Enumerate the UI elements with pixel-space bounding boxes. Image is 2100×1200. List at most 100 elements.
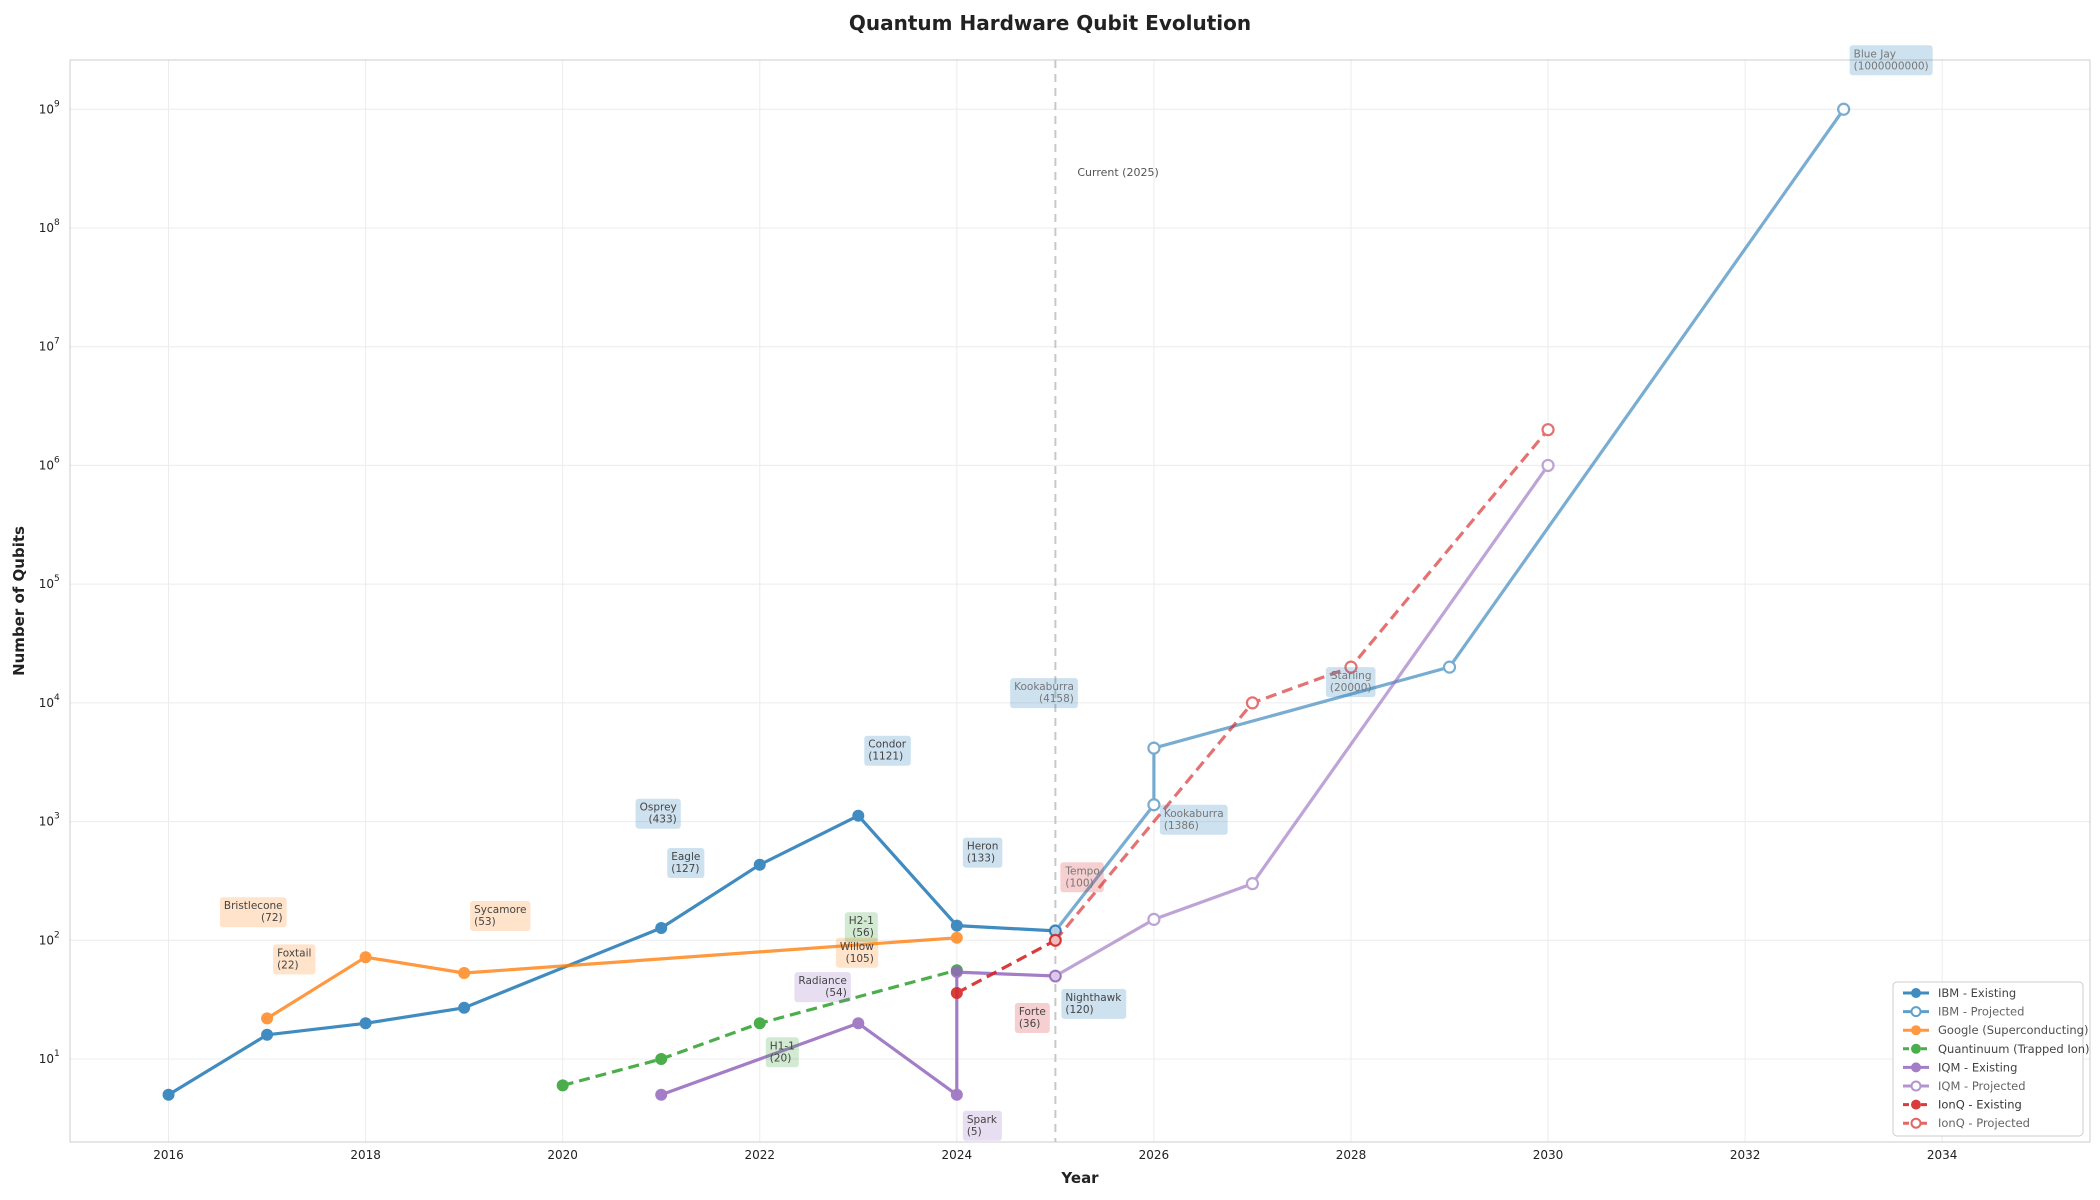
annotation-text: Sycamore (53)	[474, 904, 526, 928]
annotation-text: Nighthawk (120)	[1065, 992, 1122, 1016]
series-iqm-projected	[1048, 458, 1555, 983]
annotation-eagle: Eagle (127)	[667, 847, 705, 878]
annotation-value: (56)	[852, 927, 874, 939]
annotation-value: (1121)	[868, 751, 903, 763]
annotation-h2-1: H2-1 (56)	[844, 912, 878, 943]
annotation-box	[794, 972, 851, 1003]
current-year-marker: Current (2025)	[1054, 60, 1159, 1142]
legend-label: IQM - Projected	[1938, 1079, 2026, 1093]
series-line	[1054, 464, 1550, 978]
annotation-name: Starling	[1331, 670, 1372, 682]
y-tick-label: 10 1	[39, 1049, 60, 1066]
annotation-value: (53)	[474, 916, 496, 928]
data-point	[261, 1012, 274, 1025]
legend-label: IonQ - Projected	[1938, 1116, 2030, 1130]
y-tick-exponent: 7	[54, 337, 60, 347]
annotation-tempo: Tempo (100)	[1060, 862, 1104, 893]
annotation-name: H2-1	[849, 915, 874, 927]
plot-frame	[69, 59, 2091, 1143]
legend-item-ionq-existing: IonQ - Existing	[1903, 1098, 2022, 1112]
legend-label: Quantinuum (Trapped Ion)	[1938, 1042, 2090, 1056]
data-point	[950, 1088, 963, 1101]
y-tick-label: 10 5	[39, 574, 60, 591]
annotation-text: Condor (1121)	[868, 739, 906, 763]
y-tick-label: 10 6	[39, 455, 60, 472]
annotation-text: Bristlecone (72)	[224, 900, 283, 924]
y-tick-base: 10	[39, 577, 54, 591]
legend-label: IBM - Projected	[1938, 1005, 2024, 1019]
legend-swatch-marker	[1911, 1062, 1921, 1073]
legend-swatch-marker	[1911, 1025, 1921, 1036]
data-point	[950, 919, 963, 932]
y-tick-base: 10	[39, 933, 54, 947]
annotation-box	[635, 798, 681, 829]
data-point	[359, 1017, 372, 1030]
legend-swatch-marker	[1911, 988, 1921, 998]
chart-title: Quantum Hardware Qubit Evolution	[849, 11, 1251, 35]
data-point	[1541, 458, 1555, 473]
data-point	[1245, 877, 1260, 891]
annotation-h1-1: H1-1 (20)	[765, 1037, 799, 1068]
annotation-box	[1159, 804, 1228, 835]
y-tick-exponent: 9	[54, 99, 60, 109]
data-annotations: Blue Jay (1000000000) Kookaburra (4158) Star…	[219, 45, 1933, 1141]
data-point	[1048, 969, 1062, 983]
x-axis-label: Year	[1060, 1169, 1099, 1187]
y-tick-exponent: 6	[54, 455, 60, 465]
y-tick-exponent: 3	[54, 812, 60, 822]
annotation-name: Nighthawk	[1065, 992, 1122, 1004]
legend: IBM - Existing IBM - Projected Google (Sup…	[1892, 981, 2090, 1137]
data-point	[753, 1017, 766, 1030]
y-tick-label: 10 7	[39, 337, 60, 354]
data-point	[458, 967, 471, 980]
y-axis-label: Number of Qubits	[10, 526, 28, 676]
grid	[70, 60, 2090, 1142]
annotation-text: Willow (105)	[840, 941, 874, 965]
x-tick-label: 2022	[744, 1148, 775, 1162]
annotation-text: Starling (20000)	[1330, 670, 1372, 694]
y-tick-exponent: 5	[54, 574, 60, 584]
annotation-value: (127)	[671, 863, 699, 875]
annotation-box	[844, 912, 878, 943]
annotation-text: Blue Jay (1000000000)	[1854, 48, 1929, 72]
data-point	[261, 1028, 274, 1041]
annotation-name: Heron	[967, 841, 999, 853]
current-year-label: Current (2025)	[1077, 166, 1158, 179]
annotation-spark: Spark (5)	[962, 1110, 1002, 1141]
y-tick-label: 10 8	[39, 218, 60, 235]
y-tick-exponent: 2	[54, 930, 60, 940]
annotation-nighthawk: Nighthawk (120)	[1061, 988, 1127, 1019]
annotation-name: Radiance	[798, 975, 846, 987]
x-tick-label: 2026	[1139, 1148, 1170, 1162]
annotation-value: (105)	[846, 953, 874, 965]
legend-label: Google (Superconducting)	[1938, 1023, 2088, 1037]
annotation-value: (54)	[825, 987, 847, 999]
series-google-superconducting	[261, 931, 963, 1025]
annotation-kookaburra: Kookaburra (4158)	[1010, 678, 1078, 709]
annotation-name: Tempo	[1064, 865, 1099, 877]
annotation-box	[667, 847, 705, 878]
annotation-text: H1-1 (20)	[770, 1040, 795, 1064]
annotation-value: (433)	[649, 814, 677, 826]
y-tick-base: 10	[39, 1052, 54, 1066]
legend-box	[1892, 981, 2084, 1137]
annotation-text: Kookaburra (1386)	[1164, 808, 1224, 832]
annotation-name: Sycamore	[474, 904, 526, 916]
annotation-value: (1000000000)	[1854, 60, 1929, 72]
data-point	[1147, 741, 1161, 755]
series-line	[1054, 428, 1550, 942]
annotation-blue-jay: Blue Jay (1000000000)	[1849, 45, 1933, 76]
data-point	[1147, 912, 1161, 926]
y-tick-label: 10 3	[39, 812, 60, 829]
annotation-value: (36)	[1019, 1018, 1041, 1030]
legend-item-ibm-existing: IBM - Existing	[1903, 986, 2016, 1000]
series-ionq-existing	[950, 934, 1062, 999]
y-tick-label: 10 9	[39, 99, 60, 116]
series-line	[660, 970, 1056, 1097]
annotation-box	[765, 1037, 799, 1068]
series-ibm-existing	[162, 809, 1062, 1101]
annotation-value: (100)	[1065, 877, 1093, 889]
y-tick-base: 10	[39, 102, 54, 116]
annotation-text: Eagle (127)	[671, 851, 700, 875]
